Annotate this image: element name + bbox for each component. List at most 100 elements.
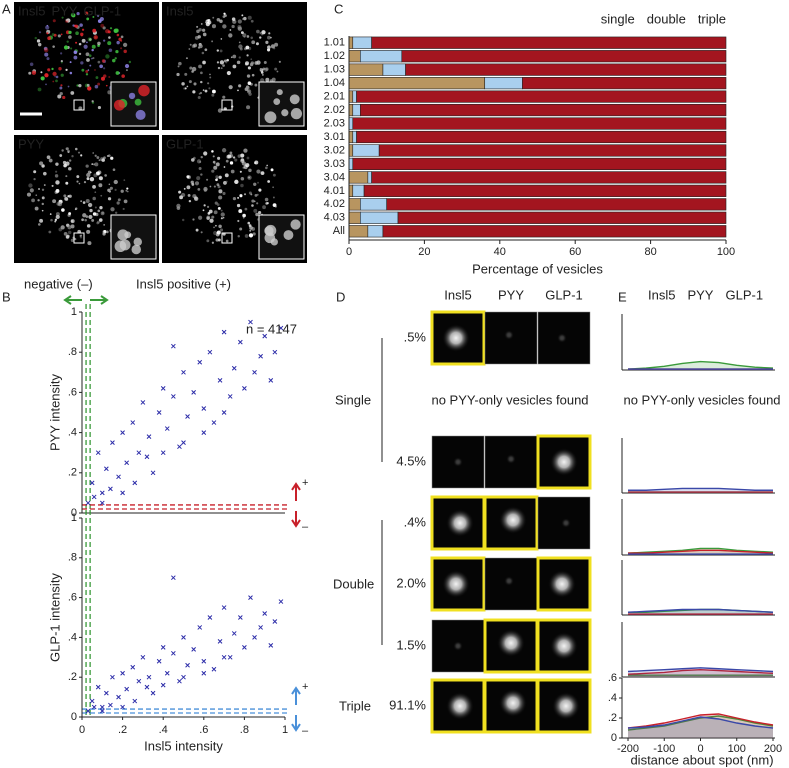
- y-tick-label: .4: [608, 692, 617, 704]
- granule: [105, 29, 110, 34]
- arrow: [291, 686, 301, 706]
- category-label: 1.03: [324, 64, 345, 76]
- granule: [194, 196, 198, 200]
- point: [124, 686, 130, 692]
- granule: [67, 225, 72, 230]
- granule: [184, 72, 188, 76]
- point: [221, 654, 227, 660]
- point: [164, 426, 170, 431]
- granule: [97, 209, 101, 213]
- bar-segment: [352, 184, 365, 197]
- inset-spot: [270, 238, 278, 246]
- category-label: 3.01: [324, 131, 345, 143]
- granule: [55, 79, 58, 83]
- point: [160, 682, 166, 688]
- granule: [188, 48, 191, 50]
- point: [91, 704, 97, 710]
- x-tick-label: 1: [282, 724, 288, 736]
- granule: [189, 43, 192, 46]
- granule: [114, 57, 117, 60]
- granule: [52, 199, 57, 204]
- percent-label: 1.5%: [396, 637, 426, 652]
- granule: [229, 151, 233, 155]
- x-tick-label: 0: [697, 743, 703, 755]
- granule: [107, 188, 111, 192]
- granule: [204, 89, 208, 93]
- granule: [211, 40, 214, 43]
- granule: [52, 71, 57, 76]
- arrow-label: –: [302, 521, 309, 533]
- granule: [55, 180, 60, 185]
- point: [150, 470, 156, 476]
- granule: [267, 180, 271, 183]
- granule: [274, 67, 278, 71]
- point: [278, 325, 284, 331]
- y-tick-label: .2: [68, 671, 77, 683]
- bar-segment: [348, 90, 354, 103]
- granule: [97, 220, 101, 224]
- granule: [240, 153, 245, 158]
- granule: [38, 188, 40, 190]
- spot: [446, 509, 474, 537]
- granule: [82, 213, 87, 218]
- y-axis-label: GLP-1 intensity: [47, 573, 62, 662]
- granule: [220, 209, 223, 212]
- granule: [34, 36, 37, 40]
- granule: [43, 46, 48, 51]
- granule: [257, 181, 259, 184]
- granule: [74, 147, 78, 151]
- roi-box: [221, 99, 233, 111]
- granule: [232, 197, 237, 201]
- granule: [188, 80, 192, 84]
- granule: [42, 171, 47, 176]
- granule: [219, 228, 224, 232]
- granule: [31, 198, 35, 203]
- granule: [268, 32, 271, 35]
- granule: [218, 175, 222, 179]
- x-tick-label: 80: [644, 246, 656, 258]
- granule: [62, 95, 66, 100]
- granule: [261, 30, 266, 35]
- granule: [103, 39, 106, 42]
- granule: [246, 35, 250, 38]
- granule: [85, 70, 89, 73]
- granule: [218, 195, 223, 200]
- bar-segment: [484, 77, 523, 90]
- granule: [274, 42, 279, 47]
- granule: [221, 148, 227, 153]
- granule: [251, 73, 255, 77]
- granule: [241, 31, 244, 34]
- band: [628, 609, 773, 615]
- point: [99, 708, 105, 714]
- granule: [65, 175, 68, 178]
- granule: [245, 85, 250, 90]
- granule: [230, 56, 233, 59]
- point: [116, 474, 121, 480]
- bar-segment: [348, 117, 354, 130]
- granule: [265, 67, 269, 71]
- granule: [67, 149, 70, 153]
- granule: [213, 185, 216, 188]
- granule: [73, 55, 78, 60]
- point: [120, 670, 125, 676]
- bar-segment: [348, 77, 486, 90]
- bar-segment: [348, 36, 354, 49]
- granule: [92, 28, 97, 33]
- granule: [57, 94, 62, 99]
- granule: [60, 84, 63, 87]
- granule: [65, 235, 70, 239]
- granule: [256, 29, 260, 34]
- granule: [75, 31, 79, 36]
- column-header: Insl5: [444, 287, 471, 302]
- x-axis-label: Percentage of vesicles: [472, 261, 603, 276]
- granule: [248, 233, 254, 238]
- granule: [89, 38, 92, 41]
- granule: [232, 19, 237, 24]
- granule: [181, 82, 185, 86]
- granule: [44, 52, 49, 57]
- granule: [250, 19, 254, 23]
- granule: [248, 92, 252, 96]
- point: [217, 377, 223, 383]
- granule: [250, 193, 253, 196]
- granule: [215, 175, 219, 179]
